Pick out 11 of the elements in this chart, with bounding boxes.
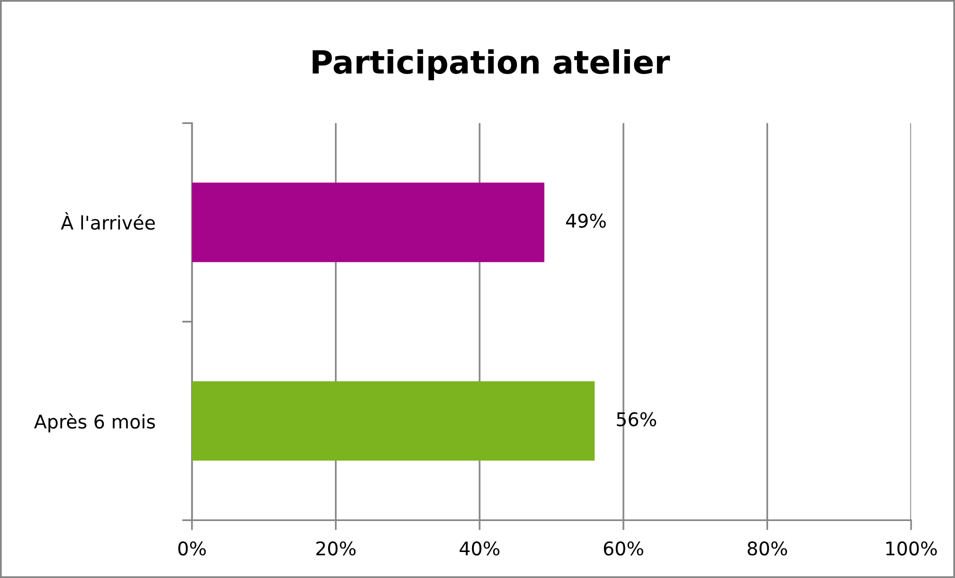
x-tick-label: 20% bbox=[316, 541, 356, 556]
data-label: 49% bbox=[566, 214, 606, 228]
x-tick-label: 60% bbox=[604, 541, 644, 556]
y-tick-label: À l'arrivée bbox=[60, 212, 155, 230]
x-tick-label: 100% bbox=[886, 541, 937, 556]
x-tick-label: 40% bbox=[460, 541, 500, 556]
data-label: 56% bbox=[616, 412, 656, 426]
x-tick-label: 80% bbox=[748, 541, 788, 556]
y-tick-label: Après 6 mois bbox=[34, 413, 155, 432]
x-tick-label: 0% bbox=[178, 541, 206, 556]
chart-title: Participation atelier bbox=[312, 49, 670, 80]
